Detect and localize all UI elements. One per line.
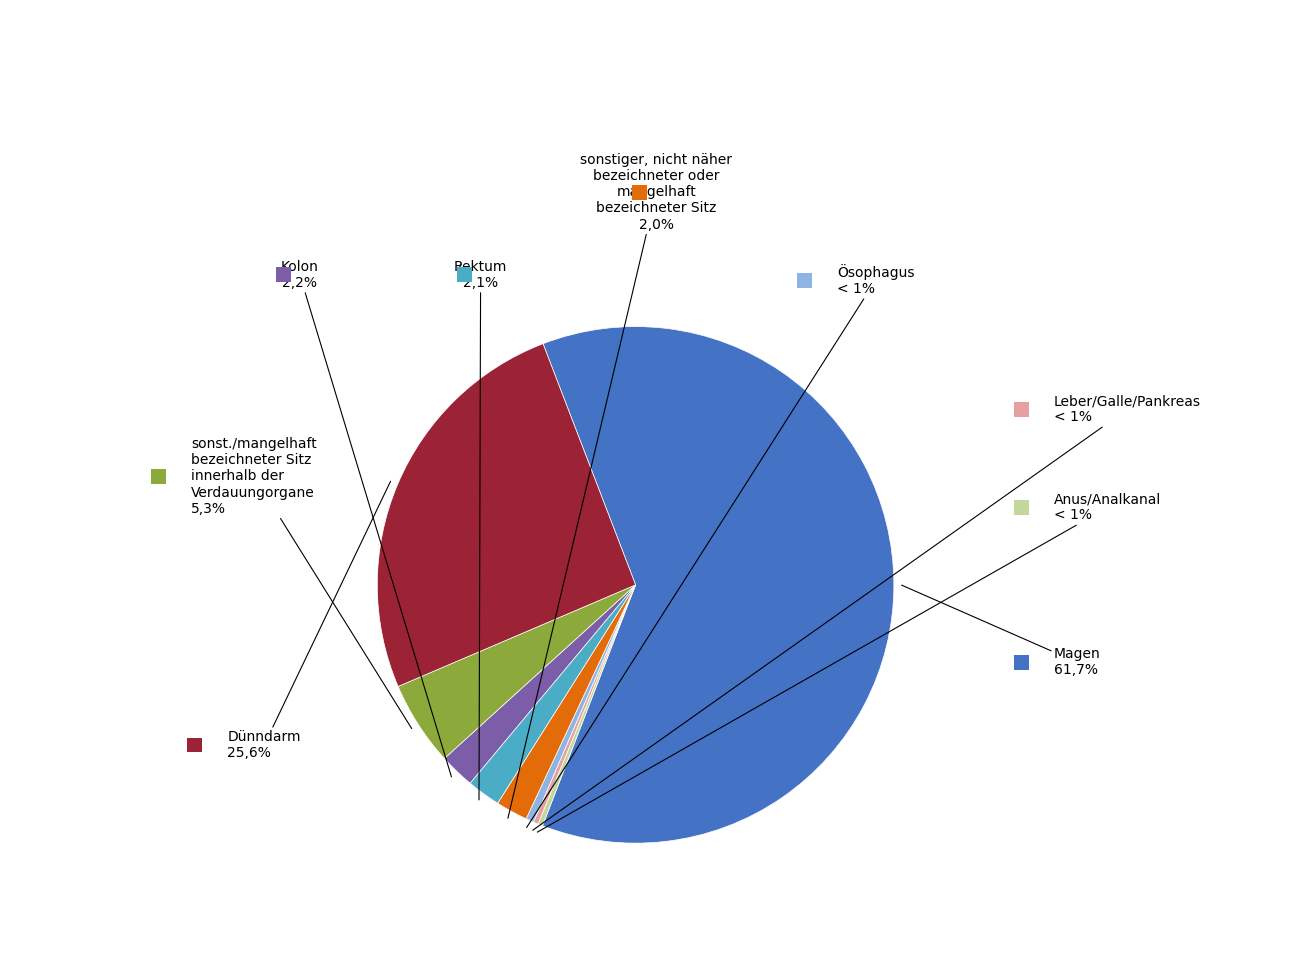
Text: Rektum
2,1%: Rektum 2,1%: [454, 260, 507, 800]
FancyBboxPatch shape: [276, 267, 291, 282]
Wedge shape: [542, 327, 894, 843]
FancyBboxPatch shape: [632, 184, 647, 200]
FancyBboxPatch shape: [796, 272, 812, 288]
Wedge shape: [533, 585, 636, 824]
Wedge shape: [527, 585, 636, 822]
Text: Ösophagus
< 1%: Ösophagus < 1%: [527, 264, 914, 828]
Text: Anus/Analkanal
< 1%: Anus/Analkanal < 1%: [537, 492, 1161, 833]
Wedge shape: [445, 585, 636, 783]
Text: sonstiger, nicht näher
bezeichneter oder
mangelhaft
bezeichneter Sitz
2,0%: sonstiger, nicht näher bezeichneter oder…: [508, 153, 733, 818]
FancyBboxPatch shape: [1013, 402, 1029, 417]
FancyBboxPatch shape: [457, 267, 472, 282]
Wedge shape: [470, 585, 636, 803]
Text: Magen
61,7%: Magen 61,7%: [901, 586, 1101, 677]
Wedge shape: [377, 344, 636, 686]
FancyBboxPatch shape: [1013, 500, 1029, 515]
Text: Leber/Galle/Pankreas
< 1%: Leber/Galle/Pankreas < 1%: [533, 394, 1201, 831]
Wedge shape: [498, 585, 636, 819]
FancyBboxPatch shape: [1013, 655, 1029, 670]
FancyBboxPatch shape: [187, 738, 202, 752]
Wedge shape: [398, 585, 636, 758]
Text: Dünndarm
25,6%: Dünndarm 25,6%: [227, 481, 390, 760]
Wedge shape: [538, 585, 636, 826]
FancyBboxPatch shape: [150, 468, 166, 484]
Text: Kolon
2,2%: Kolon 2,2%: [281, 260, 451, 777]
Text: sonst./mangelhaft
bezeichneter Sitz
innerhalb der
Verdauungorgane
5,3%: sonst./mangelhaft bezeichneter Sitz inne…: [192, 437, 411, 728]
